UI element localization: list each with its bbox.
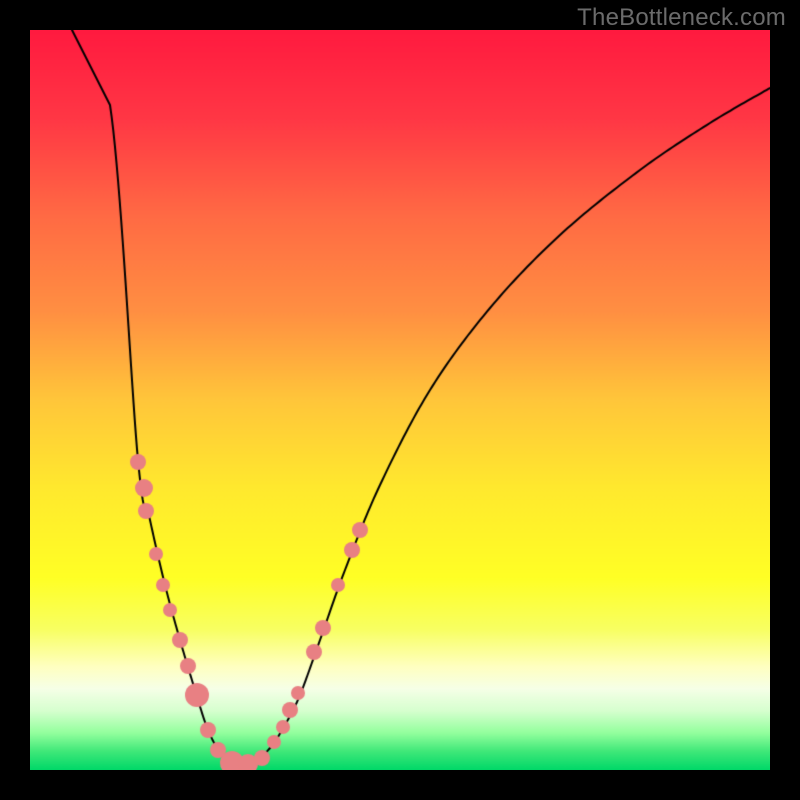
chart-frame: TheBottleneck.com: [0, 0, 800, 800]
watermark-text: TheBottleneck.com: [577, 4, 786, 32]
bottleneck-curve-chart: [30, 30, 770, 770]
plot-area: [30, 30, 770, 770]
